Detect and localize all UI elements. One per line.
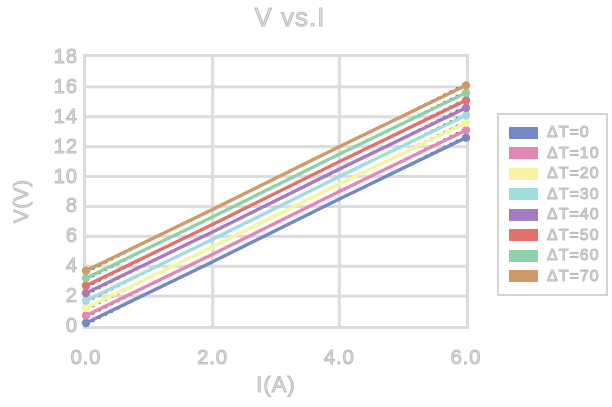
series-end-marker	[461, 118, 471, 127]
series-line	[84, 113, 468, 303]
legend-swatch	[509, 188, 538, 201]
legend-label: ΔT=30	[547, 185, 600, 203]
legend-item: ΔT=70	[509, 267, 606, 285]
y-tick-label: 2	[65, 285, 78, 308]
x-axis-label: I(A)	[256, 372, 296, 398]
series-start-marker	[81, 273, 91, 283]
series-line	[84, 106, 468, 295]
series-start-marker	[81, 266, 91, 275]
series-line	[84, 128, 468, 318]
series-start-marker	[81, 311, 91, 320]
y-tick-label: 8	[65, 195, 78, 218]
y-tick-label: 14	[53, 105, 78, 128]
x-tick-label: 2.0	[197, 347, 229, 370]
series-end-marker	[461, 111, 471, 120]
legend-swatch	[509, 270, 538, 283]
plot-area	[81, 54, 471, 329]
series-end-marker	[461, 88, 471, 98]
y-tick-label: 4	[65, 255, 78, 278]
series-line	[84, 98, 468, 288]
x-tick-label: 6.0	[450, 347, 482, 370]
y-tick-label: 10	[53, 165, 78, 188]
legend-label: ΔT=10	[547, 144, 600, 162]
series-start-marker	[81, 303, 91, 313]
series-line	[84, 91, 468, 280]
series-end-marker	[461, 96, 471, 105]
legend-swatch	[509, 229, 538, 242]
series-start-marker	[81, 281, 91, 290]
series-end-marker	[461, 81, 471, 90]
legend: ΔT=0 ΔT=10 ΔT=20 ΔT=30 ΔT=40 ΔT=50 ΔT=60 ΔT=70	[497, 113, 608, 296]
y-tick-label: 0	[65, 315, 78, 338]
series-end-marker	[461, 133, 471, 142]
legend-label: ΔT=50	[547, 226, 600, 244]
legend-item: ΔT=10	[509, 144, 606, 162]
legend-swatch	[509, 208, 538, 221]
series-end-marker	[461, 126, 471, 135]
legend-label: ΔT=40	[547, 206, 600, 224]
series-start-marker	[81, 288, 91, 298]
x-tick-label: 4.0	[323, 347, 355, 370]
legend-swatch	[509, 249, 538, 262]
legend-label: ΔT=60	[547, 247, 600, 265]
y-tick-label: 16	[53, 75, 78, 98]
series-line	[84, 121, 468, 310]
series-line	[84, 135, 468, 325]
y-axis-label: V(V)	[11, 179, 34, 224]
legend-item: ΔT=30	[509, 185, 606, 203]
chart-title: V vs.I	[254, 2, 326, 33]
series-start-marker	[81, 296, 91, 305]
chart-canvas	[81, 57, 471, 328]
legend-item: ΔT=60	[509, 247, 606, 265]
series-start-marker	[81, 318, 91, 328]
x-tick-label: 0.0	[70, 347, 102, 370]
legend-item: ΔT=40	[509, 206, 606, 224]
y-tick-label: 12	[53, 135, 78, 158]
legend-swatch	[509, 126, 538, 139]
y-tick-label: 6	[65, 225, 78, 248]
legend-item: ΔT=50	[509, 226, 606, 244]
y-tick-label: 18	[53, 46, 78, 69]
legend-item: ΔT=0	[509, 124, 606, 142]
legend-item: ΔT=20	[509, 165, 606, 183]
legend-label: ΔT=70	[547, 267, 600, 285]
series-line	[84, 83, 468, 273]
legend-label: ΔT=0	[547, 124, 590, 142]
legend-swatch	[509, 167, 538, 180]
series-end-marker	[461, 103, 471, 113]
legend-swatch	[509, 147, 538, 160]
legend-label: ΔT=20	[547, 165, 600, 183]
